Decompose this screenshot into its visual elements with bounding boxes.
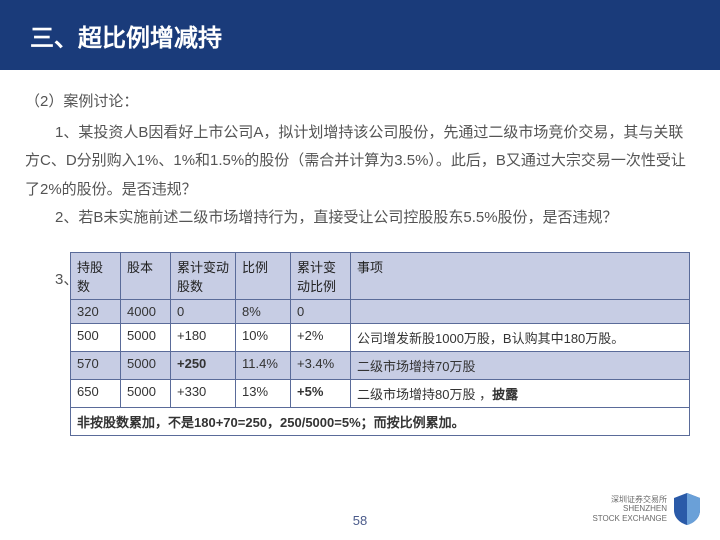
case-paragraph-1: 1、某投资人B因看好上市公司A，拟计划增持该公司股份，先通过二级市场竞价交易，其…: [25, 119, 695, 205]
shield-icon: [672, 492, 702, 526]
table-cell: 11.4%: [236, 352, 291, 380]
table-cell: 二级市场增持80万股 ，披露: [351, 380, 690, 408]
table-row: 5705000+25011.4%+3.4%二级市场增持70万股: [71, 352, 690, 380]
table-cell: +2%: [291, 324, 351, 352]
col-event: 事项: [351, 253, 690, 300]
logo-line1: 深圳证券交易所: [592, 495, 667, 505]
table-cell: +180: [171, 324, 236, 352]
col-cumchg: 累计变动股数: [171, 253, 236, 300]
case-paragraph-2: 2、若B未实施前述二级市场增持行为，直接受让公司控股股东5.5%股份，是否违规？: [25, 204, 695, 233]
table-cell: 500: [71, 324, 121, 352]
table-cell: +3.4%: [291, 352, 351, 380]
table-row: 5005000+18010%+2%公司增发新股1000万股，B认购其中180万股…: [71, 324, 690, 352]
table-cell: +330: [171, 380, 236, 408]
table-row: 6505000+33013%+5%二级市场增持80万股 ，披露: [71, 380, 690, 408]
table-cell: +250: [171, 352, 236, 380]
table-cell: 570: [71, 352, 121, 380]
logo-line3: STOCK EXCHANGE: [592, 514, 667, 524]
table-cell: 公司增发新股1000万股，B认购其中180万股。: [351, 324, 690, 352]
table-cell: 5000: [121, 352, 171, 380]
case-subheading: （2）案例讨论：: [25, 88, 695, 117]
logo-line2: SHENZHEN: [592, 504, 667, 514]
logo-text: 深圳证券交易所 SHENZHEN STOCK EXCHANGE: [592, 495, 667, 524]
slide-title: 三、超比例增减持: [30, 18, 222, 53]
table-footer-row: 非按股数累加，不是180+70=250，250/5000=5%；而按比例累加。: [71, 408, 690, 436]
case-table-container: 持股数 股本 累计变动股数 比例 累计变动比例 事项 320400008%050…: [70, 252, 690, 436]
table-cell: 5000: [121, 380, 171, 408]
page-number: 58: [353, 513, 367, 528]
table-cell: +5%: [291, 380, 351, 408]
table-cell: 二级市场增持70万股: [351, 352, 690, 380]
table-header-row: 持股数 股本 累计变动股数 比例 累计变动比例 事项: [71, 253, 690, 300]
exchange-logo: 深圳证券交易所 SHENZHEN STOCK EXCHANGE: [592, 492, 702, 526]
table-cell: [351, 300, 690, 324]
table-cell: 8%: [236, 300, 291, 324]
table-footer-note: 非按股数累加，不是180+70=250，250/5000=5%；而按比例累加。: [71, 408, 690, 436]
table-row: 320400008%0: [71, 300, 690, 324]
col-ratio: 比例: [236, 253, 291, 300]
case-table: 持股数 股本 累计变动股数 比例 累计变动比例 事项 320400008%050…: [70, 252, 690, 436]
table-cell: 0: [171, 300, 236, 324]
body-content: （2）案例讨论： 1、某投资人B因看好上市公司A，拟计划增持该公司股份，先通过二…: [0, 70, 720, 233]
table-cell: 13%: [236, 380, 291, 408]
col-capital: 股本: [121, 253, 171, 300]
slide-header: 三、超比例增减持: [0, 0, 720, 70]
table-cell: 4000: [121, 300, 171, 324]
col-shares: 持股数: [71, 253, 121, 300]
col-cumratio: 累计变动比例: [291, 253, 351, 300]
table-cell: 320: [71, 300, 121, 324]
table-cell: 10%: [236, 324, 291, 352]
table-cell: 650: [71, 380, 121, 408]
table-cell: 5000: [121, 324, 171, 352]
table-cell: 0: [291, 300, 351, 324]
